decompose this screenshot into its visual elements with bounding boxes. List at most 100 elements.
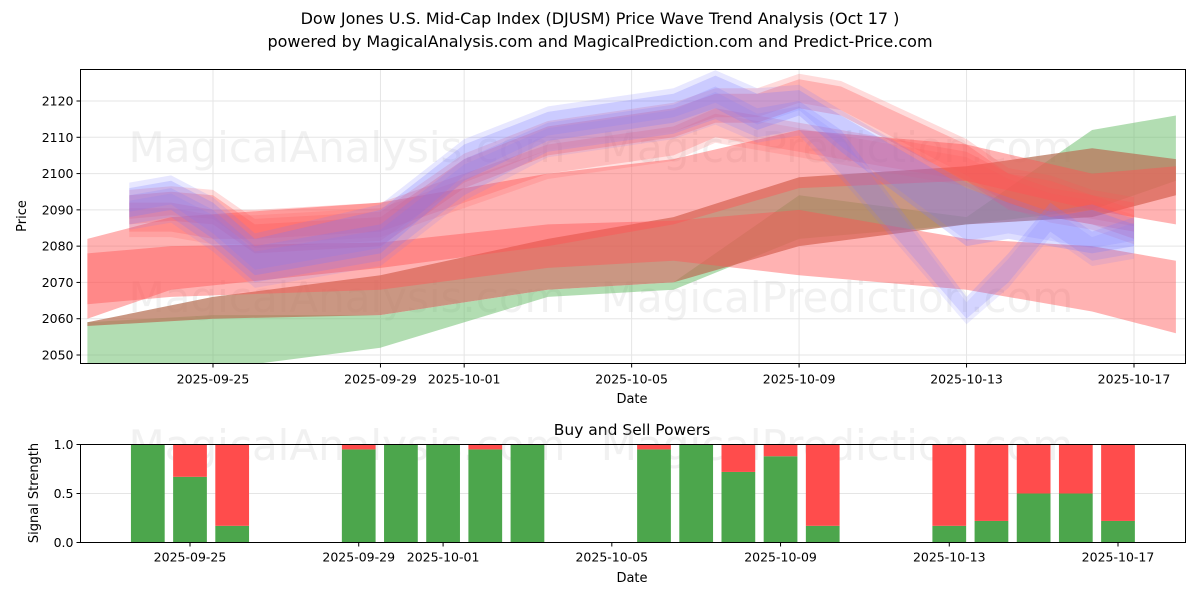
signal-x-tick-label: 2025-10-17 xyxy=(1082,550,1155,565)
buy-bar xyxy=(1016,493,1051,543)
buy-bar xyxy=(173,476,207,543)
price-y-tick-label: 2070 xyxy=(42,275,74,290)
sell-bar xyxy=(1058,444,1093,494)
price-wave-panel: MagicalAnalysis.com MagicalPrediction.co… xyxy=(15,69,1186,407)
signal-x-tick-label: 2025-09-25 xyxy=(154,550,227,565)
sell-bar xyxy=(1016,444,1051,494)
sell-bar xyxy=(763,444,798,457)
price-y-tick-label: 2110 xyxy=(42,130,74,145)
buy-bar xyxy=(1101,520,1135,543)
signal-x-axis-label: Date xyxy=(616,571,647,586)
sell-bar xyxy=(974,444,1009,521)
buy-bar xyxy=(384,444,418,543)
buy-bar xyxy=(679,444,714,543)
signal-bar-2025-10-17 xyxy=(1101,444,1135,543)
signal-x-tick-label: 2025-10-05 xyxy=(575,550,648,565)
signal-bar-2025-10-13 xyxy=(932,444,967,543)
buy-bar xyxy=(974,520,1009,543)
sell-bar xyxy=(932,444,967,526)
price-y-tick-label: 2060 xyxy=(42,311,74,326)
price-y-axis-label: Price xyxy=(15,200,30,232)
signal-bar-2025-10-15 xyxy=(1016,444,1051,543)
signal-y-axis-label: Signal Strength xyxy=(27,443,42,543)
buy-bar xyxy=(510,444,545,543)
red-wave-2-band xyxy=(129,108,1135,239)
signal-bar-2025-10-08 xyxy=(721,444,756,543)
signal-bar-2025-09-25 xyxy=(173,444,207,543)
price-x-tick-label: 2025-10-05 xyxy=(595,372,668,387)
price-y-tick-label: 2090 xyxy=(42,202,74,217)
watermark-top-left: MagicalAnalysis.com xyxy=(129,123,566,172)
signal-bar-2025-10-01 xyxy=(426,444,460,543)
buy-bar xyxy=(637,449,671,543)
price-x-tick-label: 2025-10-09 xyxy=(763,372,836,387)
signal-bars xyxy=(130,444,1135,543)
buy-bar xyxy=(1058,493,1093,543)
sell-bar xyxy=(173,444,207,477)
sell-bar xyxy=(1101,444,1135,521)
price-x-axis: 2025-09-25 2025-09-29 2025-10-01 2025-10-05… xyxy=(177,363,1171,387)
buy-bar xyxy=(130,444,165,543)
blue-wave-1-echo xyxy=(129,70,1135,270)
buy-sell-title: Buy and Sell Powers xyxy=(554,421,711,439)
red-wave-1-band xyxy=(129,79,1135,254)
price-y-tick-label: 2050 xyxy=(42,348,74,363)
buy-sell-panel: Buy and Sell Powers MagicalAnalysis.com … xyxy=(27,421,1186,586)
price-x-axis-label: Date xyxy=(616,392,647,407)
price-x-tick-label: 2025-09-25 xyxy=(177,372,250,387)
signal-y-tick-label: 0.0 xyxy=(54,535,74,550)
buy-bar xyxy=(426,444,460,543)
red-wave-1-echo xyxy=(129,73,1135,248)
chart-title: Dow Jones U.S. Mid-Cap Index (DJUSM) Pri… xyxy=(300,9,900,28)
sell-bar xyxy=(468,444,503,450)
price-x-tick-label: 2025-09-29 xyxy=(344,372,417,387)
price-y-tick-label: 2100 xyxy=(42,166,74,181)
blue-wave-2-echo xyxy=(129,91,1135,325)
signal-x-tick-label: 2025-09-29 xyxy=(322,550,395,565)
signal-y-axis: 0.0 0.5 1.0 xyxy=(54,437,81,550)
signal-bar-2025-10-06 xyxy=(637,444,671,543)
price-y-axis: 2050 2060 2070 2080 2090 2100 2110 2120 xyxy=(42,94,81,363)
signal-x-tick-label: 2025-10-13 xyxy=(913,550,986,565)
price-x-tick-label: 2025-10-01 xyxy=(428,372,501,387)
price-y-tick-label: 2080 xyxy=(42,239,74,254)
red-wide-band-lower-band xyxy=(87,209,1176,334)
signal-y-tick-label: 0.5 xyxy=(54,486,74,501)
signal-bar-2025-10-10 xyxy=(805,444,840,543)
blue-wave-1-band xyxy=(129,75,1135,276)
sell-bar xyxy=(215,444,250,526)
buy-bar xyxy=(805,525,840,543)
price-plot-frame xyxy=(80,69,1186,364)
signal-bar-2025-10-09 xyxy=(763,444,798,543)
sell-bar xyxy=(805,444,840,526)
signal-x-tick-label: 2025-10-01 xyxy=(407,550,480,565)
sell-bar xyxy=(341,444,376,450)
signal-x-axis: 2025-09-25 2025-09-29 2025-10-01 2025-10-05… xyxy=(154,542,1155,565)
red-wide-band-upper-band xyxy=(87,130,1176,319)
signal-bar-2025-10-16 xyxy=(1058,444,1093,543)
price-x-tick-label: 2025-10-17 xyxy=(1098,372,1171,387)
sell-bar xyxy=(721,444,756,472)
buy-bar xyxy=(763,456,798,543)
signal-y-tick-label: 1.0 xyxy=(54,437,74,452)
buy-bar xyxy=(932,525,967,543)
signal-bar-2025-09-29 xyxy=(341,444,376,543)
buy-bar xyxy=(215,525,250,543)
price-wave-bands xyxy=(87,70,1176,364)
brown-band-band xyxy=(87,148,1176,326)
signal-x-tick-label: 2025-10-09 xyxy=(744,550,817,565)
green-band-band xyxy=(87,115,1176,364)
signal-bar-2025-09-24 xyxy=(130,444,165,543)
signal-bar-2025-09-26 xyxy=(215,444,250,543)
red-wave-2-echo xyxy=(129,113,1135,245)
signal-bar-2025-10-14 xyxy=(974,444,1009,543)
buy-bar xyxy=(341,449,376,543)
signal-bar-2025-09-30 xyxy=(384,444,418,543)
signal-bar-2025-10-02 xyxy=(468,444,503,543)
buy-bar xyxy=(468,449,503,543)
price-x-tick-label: 2025-10-13 xyxy=(930,372,1003,387)
signal-bar-2025-10-07 xyxy=(679,444,714,543)
blue-wave-2-band xyxy=(129,86,1135,319)
sell-bar xyxy=(637,444,671,450)
